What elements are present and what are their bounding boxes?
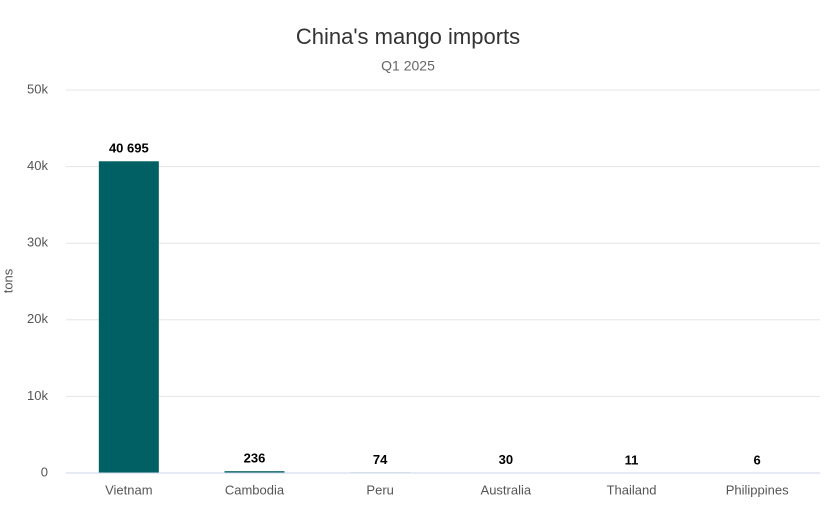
- y-tick-label: 10k: [27, 388, 48, 403]
- y-tick-label: 40k: [27, 158, 48, 173]
- value-label: 30: [499, 452, 513, 467]
- x-tick-label: Australia: [481, 482, 532, 497]
- chart-title: China's mango imports: [296, 24, 520, 49]
- y-tick-label: 0: [41, 464, 48, 479]
- value-label: 11: [625, 452, 639, 467]
- x-tick-label: Vietnam: [105, 482, 152, 497]
- x-tick-label: Peru: [366, 482, 393, 497]
- value-label: 6: [754, 452, 761, 467]
- y-tick-label: 30k: [27, 235, 48, 250]
- y-tick-label: 20k: [27, 311, 48, 326]
- x-tick-label: Cambodia: [225, 482, 285, 497]
- y-tick-label: 50k: [27, 81, 48, 96]
- bar: [224, 471, 285, 473]
- chart-subtitle: Q1 2025: [381, 58, 435, 74]
- value-label: 74: [373, 452, 388, 467]
- y-axis-label: tons: [0, 268, 15, 293]
- value-label: 40 695: [109, 141, 149, 156]
- bar: [98, 161, 159, 473]
- x-tick-label: Thailand: [607, 482, 657, 497]
- value-label: 236: [244, 451, 266, 466]
- x-tick-label: Philippines: [726, 482, 789, 497]
